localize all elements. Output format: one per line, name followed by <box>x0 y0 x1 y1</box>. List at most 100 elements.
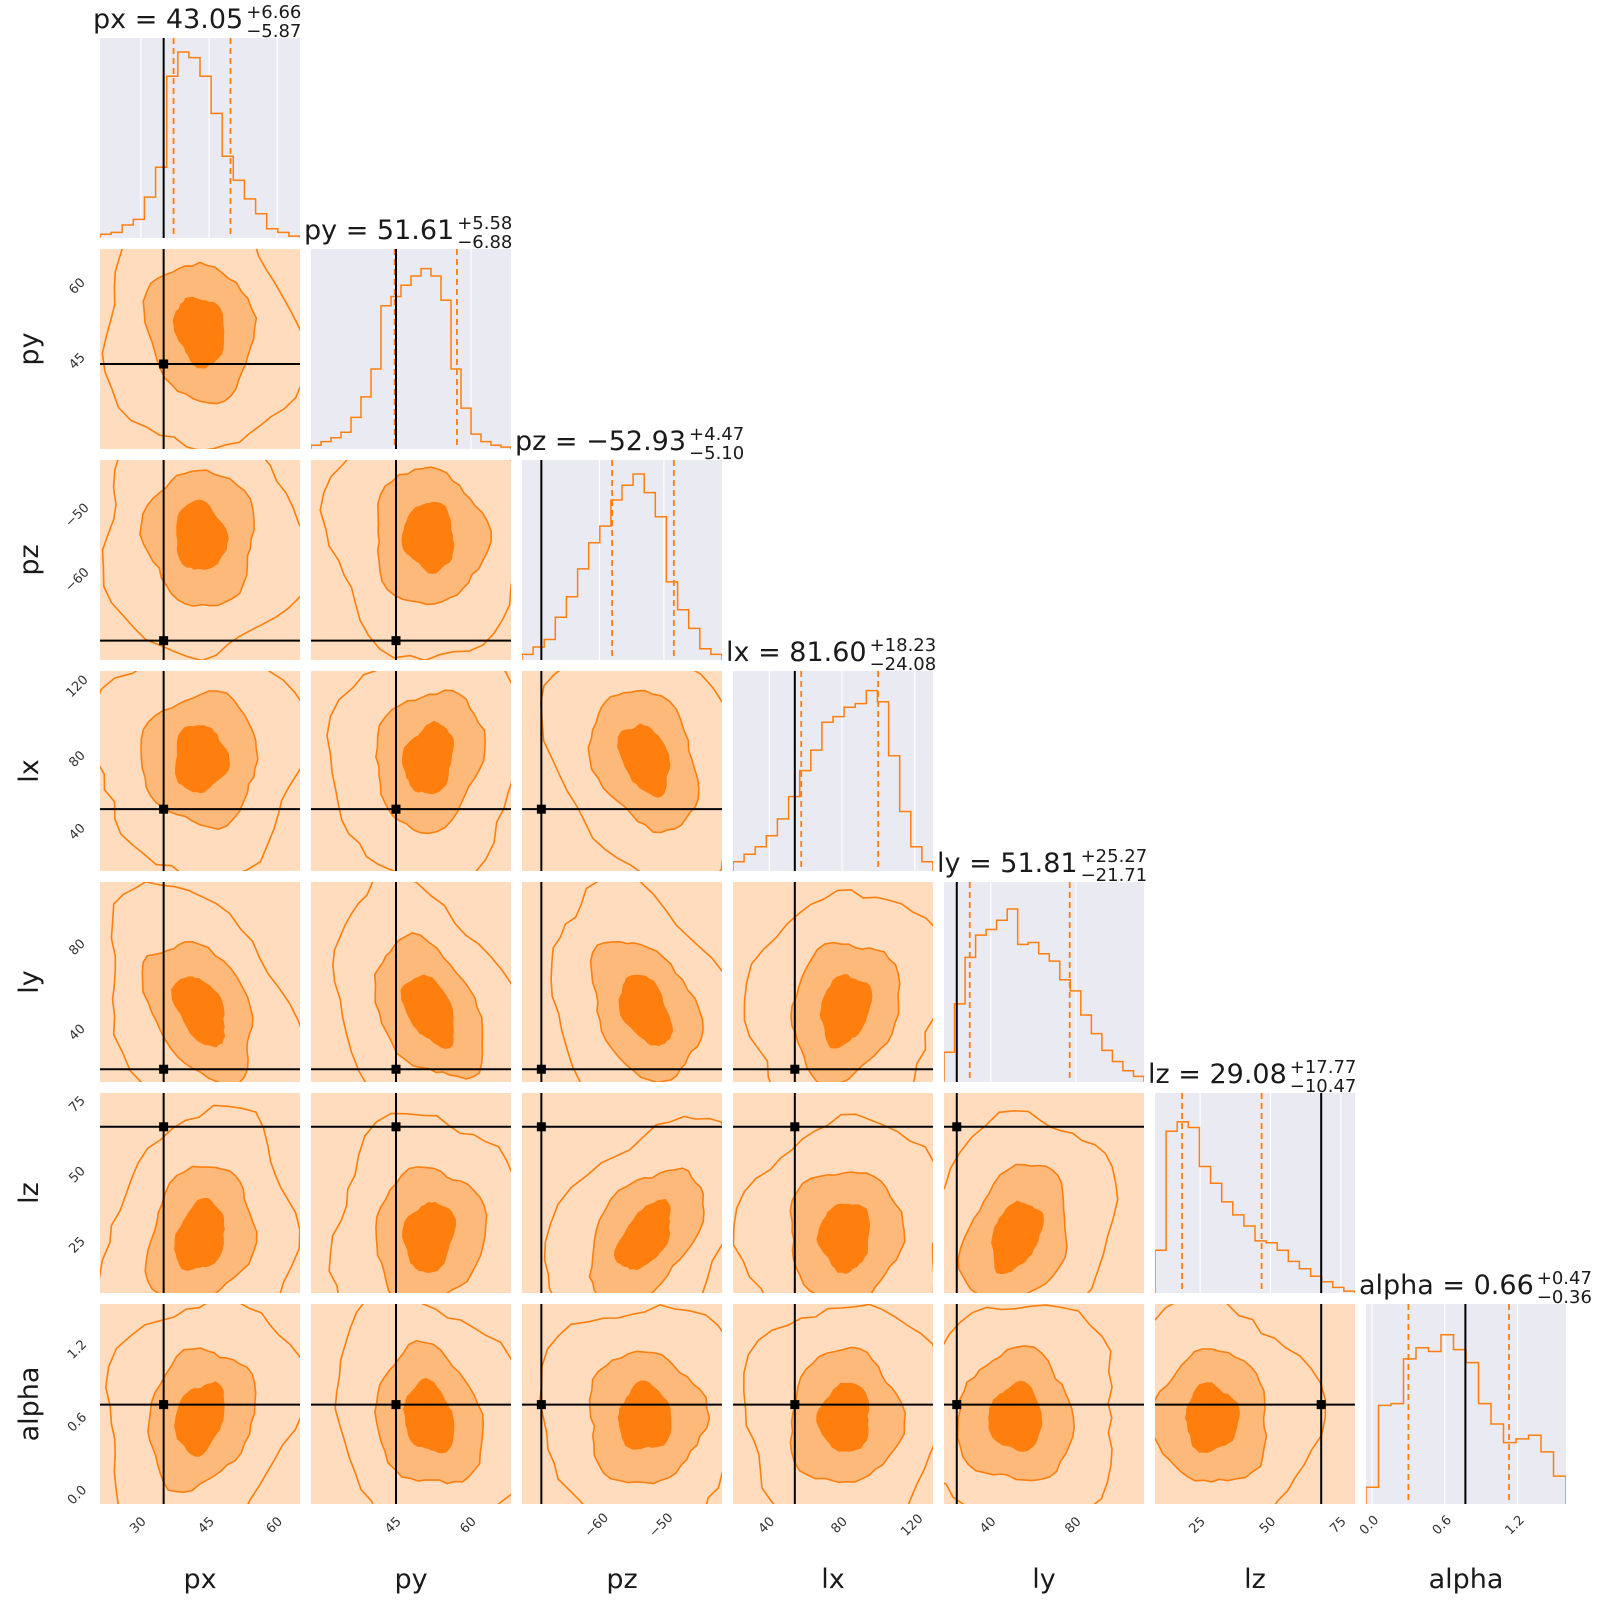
ytick-label: 25 <box>66 1234 88 1256</box>
truth-marker <box>952 1400 962 1410</box>
contour-level-3 <box>401 501 455 574</box>
xtick-label: 1.2 <box>1502 1513 1527 1538</box>
contour-group <box>100 1304 300 1504</box>
truth-marker <box>790 1064 800 1074</box>
panel-px-px: px = 43.05 +6.66−5.87 <box>93 2 301 238</box>
panel-lz-py <box>311 1093 511 1293</box>
xtick-label: 40 <box>756 1514 778 1536</box>
panel-pz-pz: pz = −52.93 +4.47−5.10 <box>515 424 744 660</box>
xaxis-label-ly: ly <box>1032 1564 1056 1595</box>
contour-group <box>522 1304 722 1504</box>
panel-alpha-alpha: alpha = 0.66 +0.47−0.36 0.0 0.6 1.2 <box>1357 1268 1592 1538</box>
truth-marker <box>391 1400 401 1410</box>
panel-pz-py <box>311 460 511 660</box>
truth-marker <box>790 1400 800 1410</box>
panel-alpha-ly: 40 80 <box>944 1304 1144 1537</box>
title-plus: +17.77 <box>1290 1057 1357 1078</box>
contour-group <box>100 460 300 660</box>
title-plus: +25.27 <box>1081 846 1148 867</box>
xtick-label: 60 <box>457 1514 479 1536</box>
title-pz: pz = −52.93 <box>515 426 686 457</box>
xtick-label: 80 <box>828 1514 850 1536</box>
ytick-label: 40 <box>66 821 88 843</box>
ytick-label: −60 <box>63 565 93 595</box>
xtick-label: 60 <box>264 1514 286 1536</box>
contour-level-3 <box>402 1201 456 1273</box>
panel-alpha-lz: 25 50 75 <box>1155 1304 1355 1537</box>
panel-background <box>944 882 1144 1082</box>
xtick-label: 25 <box>1186 1514 1208 1536</box>
xaxis-label-lz: lz <box>1244 1564 1266 1595</box>
contour-level-3 <box>816 1382 870 1452</box>
contour-group <box>311 882 511 1082</box>
panel-lx-pz <box>522 671 722 871</box>
xtick-label: 80 <box>1062 1514 1084 1536</box>
title-minus: −24.08 <box>870 654 937 675</box>
truth-marker <box>391 1122 401 1132</box>
panel-alpha-lx: 40 80 120 <box>733 1304 933 1540</box>
contour-group <box>311 460 511 660</box>
ytick-label: 80 <box>66 748 88 770</box>
ytick-label: 75 <box>66 1093 88 1115</box>
contour-level-3 <box>988 1380 1043 1452</box>
panel-py-px: 45 60 <box>66 249 300 449</box>
panel-ly-px: 40 80 <box>66 882 300 1082</box>
contour-group <box>100 671 300 871</box>
panel-py-py: py = 51.61 +5.58−6.88 <box>304 213 512 449</box>
xaxis-label-pz: pz <box>606 1564 637 1595</box>
histogram-py <box>311 267 511 449</box>
yaxis-label-lx: lx <box>14 759 45 783</box>
truth-marker <box>159 1064 169 1074</box>
title-minus: −5.10 <box>689 443 744 464</box>
ytick-label: −50 <box>63 501 93 531</box>
truth-marker <box>391 636 401 646</box>
panel-lx-px: 40 80 120 <box>63 671 300 871</box>
title-minus: −5.87 <box>246 21 301 42</box>
truth-marker <box>391 804 401 814</box>
contour-level-3 <box>991 1200 1044 1275</box>
panel-lx-py <box>311 671 511 871</box>
xaxis-label-px: px <box>183 1564 216 1595</box>
yaxis-label-alpha: alpha <box>14 1367 45 1442</box>
truth-marker <box>1316 1400 1326 1410</box>
contour-group <box>100 882 300 1082</box>
contour-level-3 <box>174 1197 225 1271</box>
histogram-px <box>100 51 300 238</box>
title-minus: −21.71 <box>1081 865 1148 886</box>
truth-marker <box>536 1400 546 1410</box>
contour-group <box>733 1304 933 1504</box>
panel-alpha-pz: −60 −50 <box>522 1304 722 1541</box>
contour-level-3 <box>618 974 674 1047</box>
contour-level-3 <box>174 1381 225 1457</box>
panel-background <box>733 671 933 871</box>
title-px: px = 43.05 <box>93 4 243 35</box>
title-minus: −6.88 <box>457 232 512 253</box>
panel-background <box>1155 1093 1355 1293</box>
xtick-label: 0.6 <box>1430 1513 1455 1538</box>
xtick-label: 45 <box>195 1514 217 1536</box>
contour-group <box>522 671 722 871</box>
yaxis-label-py: py <box>14 332 45 365</box>
contour-group <box>944 1304 1144 1504</box>
truth-marker <box>159 636 169 646</box>
contour-level-3 <box>174 725 231 794</box>
xtick-label: 40 <box>977 1514 999 1536</box>
title-alpha: alpha = 0.66 <box>1359 1270 1534 1301</box>
contour-group <box>311 671 511 871</box>
contour-level-3 <box>171 976 226 1048</box>
title-plus: +0.47 <box>1537 1268 1592 1289</box>
xtick-label: 45 <box>382 1514 404 1536</box>
truth-marker <box>790 1122 800 1132</box>
title-plus: +6.66 <box>246 2 301 23</box>
panel-pz-px: −60 −50 <box>63 460 300 660</box>
panel-lx-lx: lx = 81.60 +18.23−24.08 <box>726 635 936 871</box>
ytick-label: 45 <box>66 350 88 372</box>
ytick-label: 60 <box>66 275 88 297</box>
truth-marker <box>536 804 546 814</box>
panel-alpha-px: 30 45 60 0.0 0.6 1.2 <box>65 1304 300 1537</box>
contour-level-3 <box>402 1377 455 1454</box>
contour-level-3 <box>617 1380 672 1450</box>
xaxis-label-alpha: alpha <box>1429 1564 1504 1595</box>
histogram-pz <box>522 473 722 660</box>
